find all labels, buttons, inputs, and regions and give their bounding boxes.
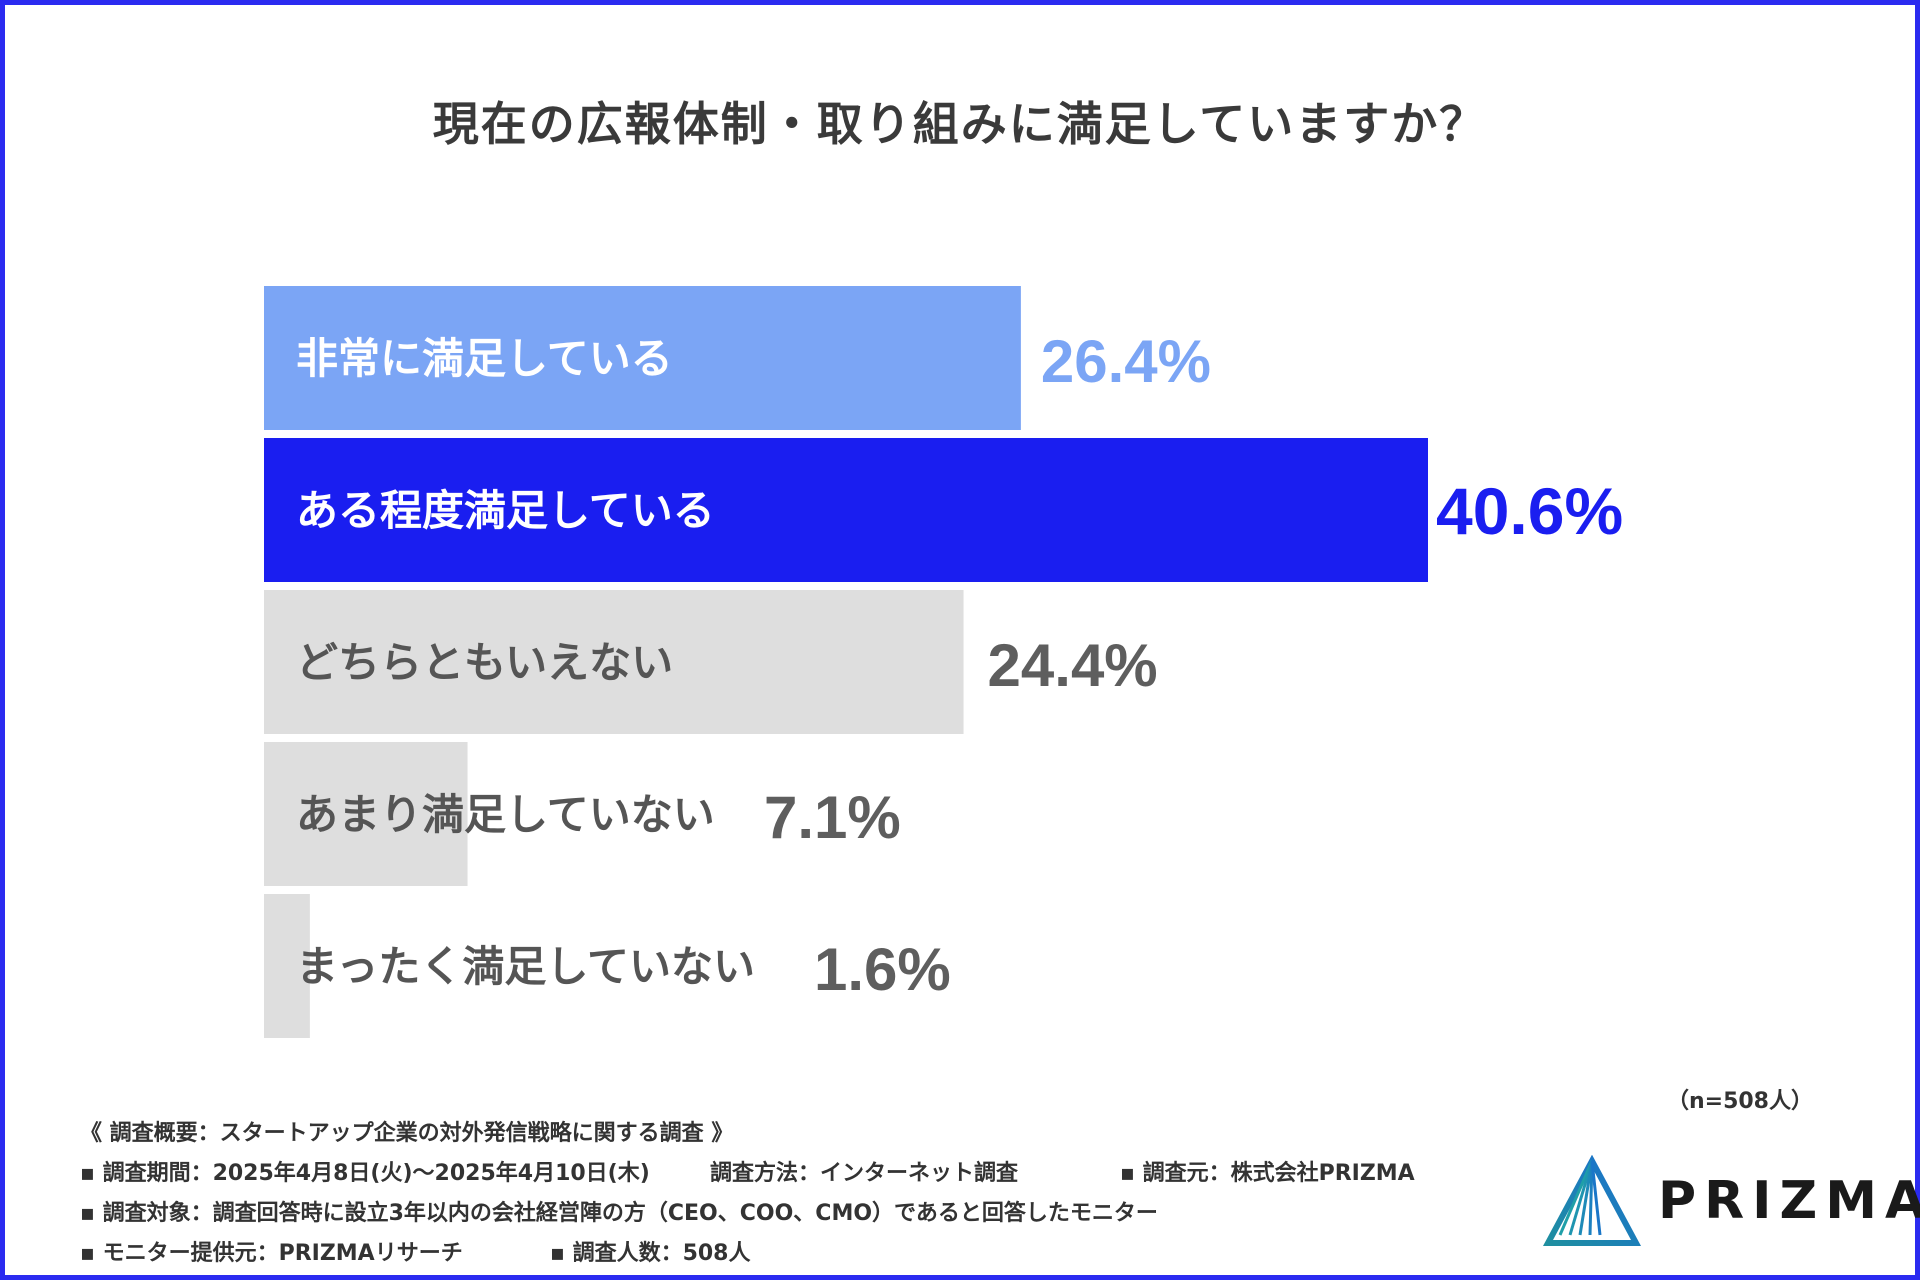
category-label-3: どちらともいえない <box>296 638 673 687</box>
bar-1 <box>264 286 1021 430</box>
sample-size: （n=508人） <box>1666 1089 1813 1114</box>
survey-source: ▪ 調査元：株式会社PRIZMA <box>1120 1161 1415 1186</box>
logo-text: PRIZMA <box>1658 1171 1920 1231</box>
survey-method: 調査方法：インターネット調査 <box>710 1161 1019 1186</box>
survey-footer: 《 調査概要：スタートアップ企業の対外発信戦略に関する調査 》 ▪ 調査期間：2… <box>80 1114 1540 1274</box>
survey-target: ▪ 調査対象：調査回答時に設立3年以内の会社経営陣の方（CEO、COO、CMO）… <box>80 1201 1158 1226</box>
survey-provider: ▪ モニター提供元：PRIZMAリサーチ <box>80 1241 463 1266</box>
survey-meta-row: ▪ 調査期間：2025年4月8日(火)〜2025年4月10日(木) 調査方法：イン… <box>80 1154 1540 1194</box>
survey-overview: 《 調査概要：スタートアップ企業の対外発信戦略に関する調査 》 <box>80 1121 734 1146</box>
bar-5 <box>264 894 310 1038</box>
prizma-logo: PRIZMA <box>1540 1154 1920 1247</box>
value-label-2: 40.6% <box>1436 474 1623 548</box>
category-label-4: あまり満足していない <box>296 790 715 839</box>
value-label-3: 24.4% <box>988 632 1158 699</box>
category-label-2: ある程度満足している <box>296 486 715 535</box>
bar-4 <box>264 742 468 886</box>
bar-2 <box>264 438 1428 582</box>
category-label-1: 非常に満足している <box>296 334 673 383</box>
category-label-5: まったく満足していない <box>296 942 755 991</box>
survey-respondents: ▪ 調査人数：508人 <box>550 1241 751 1266</box>
value-label-5: 1.6% <box>814 936 951 1003</box>
value-label-4: 7.1% <box>764 784 901 851</box>
bar-3 <box>264 590 964 734</box>
survey-provider-row: ▪ モニター提供元：PRIZMAリサーチ ▪ 調査人数：508人 <box>80 1234 1540 1274</box>
chart-title: 現在の広報体制・取り組みに満足していますか？ <box>432 97 1488 151</box>
prism-triangle-icon <box>1542 1154 1642 1246</box>
survey-period: ▪ 調査期間：2025年4月8日(火)〜2025年4月10日(木) <box>80 1161 650 1186</box>
value-label-1: 26.4% <box>1041 328 1211 395</box>
